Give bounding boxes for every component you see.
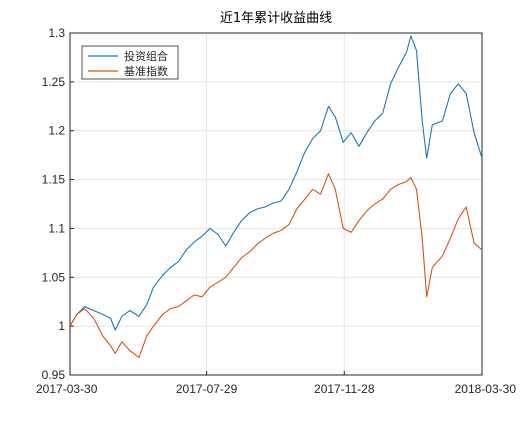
x-tick-label: 2017-11-28 [314,382,375,396]
chart-title: 近1年累计收益曲线 [220,11,332,26]
plot-area-frame [69,32,483,376]
series-line-portfolio [69,35,483,331]
y-tick-label: 1.1 [48,221,65,235]
series-line-benchmark [69,173,483,358]
y-tick-label: 0.95 [42,368,66,382]
y-tick-label: 1.2 [48,124,65,138]
series-layer [69,35,483,358]
axis-labels: 0.95 1 1.05 1.1 1.15 1.2 1.25 1.3 2017-03-30 2017… [36,26,516,396]
legend-box [81,45,179,80]
y-tick-label: 1.25 [42,75,66,89]
y-tick-label: 1 [58,319,65,333]
legend: 投资组合 基准指数 [81,45,179,80]
x-tick-label: 2017-07-29 [176,382,238,396]
y-tick-label: 1.3 [48,26,65,40]
legend-label-portfolio: 投资组合 [124,49,168,63]
x-tick-label: 2017-03-30 [36,382,98,396]
legend-label-benchmark: 基准指数 [124,64,168,78]
y-tick-label: 1.05 [42,270,66,284]
y-tick-label: 1.15 [42,173,66,187]
x-tick-label: 2018-03-30 [455,382,517,396]
